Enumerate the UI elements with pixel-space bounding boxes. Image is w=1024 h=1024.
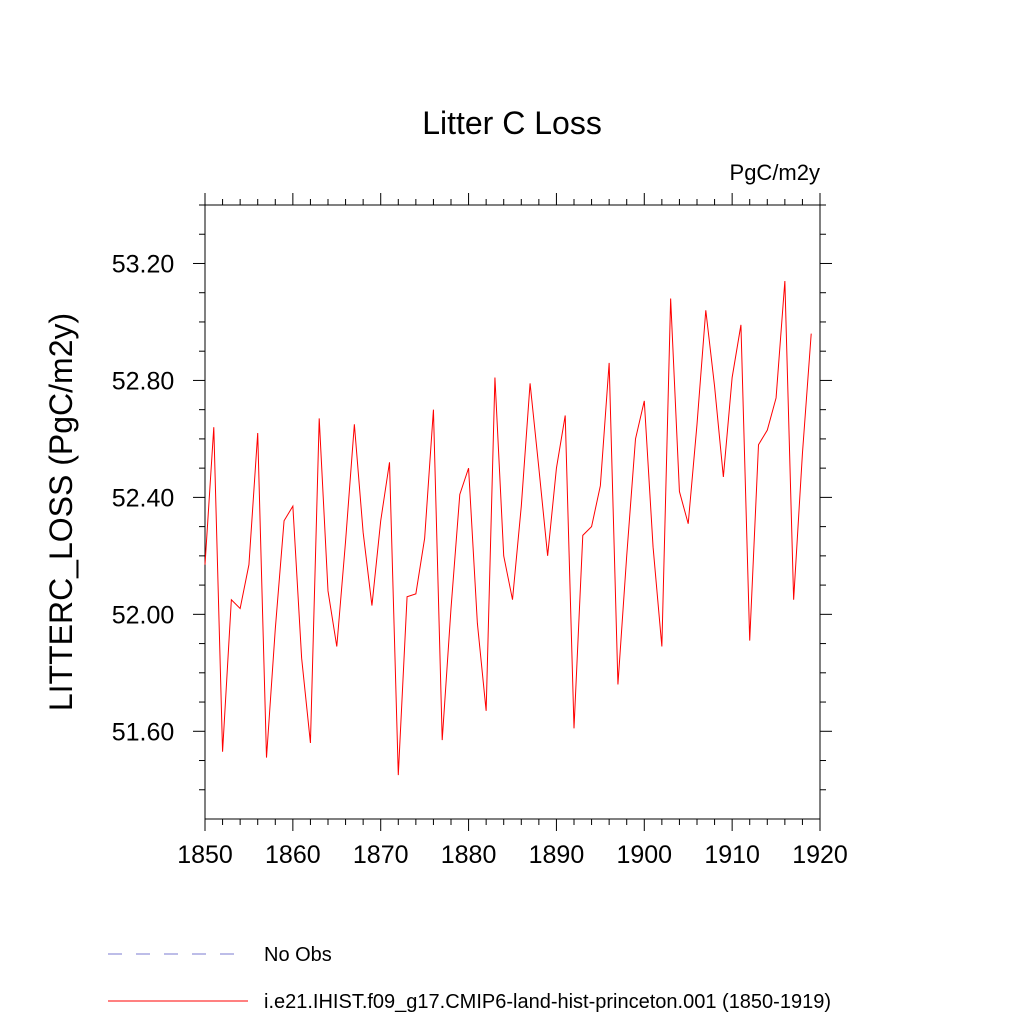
y-tick-label: 52.80 <box>112 367 175 395</box>
y-axis-ticks: 51.60 52.00 52.40 52.80 53.20 <box>112 204 832 791</box>
x-axis-ticks: 1850 1860 1870 1880 1890 1900 1910 1920 <box>177 193 848 869</box>
y-tick-label: 53.20 <box>112 250 175 278</box>
x-tick-label: 1850 <box>177 841 233 869</box>
x-tick-label: 1910 <box>704 841 760 869</box>
y-axis-label: LITTERC_LOSS (PgC/m2y) <box>43 313 79 711</box>
plot-frame <box>204 204 821 820</box>
chart-title: Litter C Loss <box>422 105 602 141</box>
y-tick-label: 52.00 <box>112 601 175 629</box>
series-line <box>204 280 812 776</box>
y-tick-label: 52.40 <box>112 484 175 512</box>
x-tick-label: 1920 <box>792 841 848 869</box>
x-tick-label: 1860 <box>265 841 321 869</box>
legend: No Obs i.e21.IHIST.f09_g17.CMIP6-land-his… <box>108 944 831 1013</box>
x-tick-label: 1870 <box>353 841 409 869</box>
series-layer <box>204 280 812 776</box>
legend-label: i.e21.IHIST.f09_g17.CMIP6-land-hist-prin… <box>264 991 831 1013</box>
x-tick-label: 1890 <box>529 841 585 869</box>
y-tick-label: 51.60 <box>112 718 175 746</box>
x-tick-label: 1900 <box>616 841 672 869</box>
units-label: PgC/m2y <box>730 160 820 185</box>
legend-label: No Obs <box>264 944 332 966</box>
x-tick-label: 1880 <box>441 841 497 869</box>
